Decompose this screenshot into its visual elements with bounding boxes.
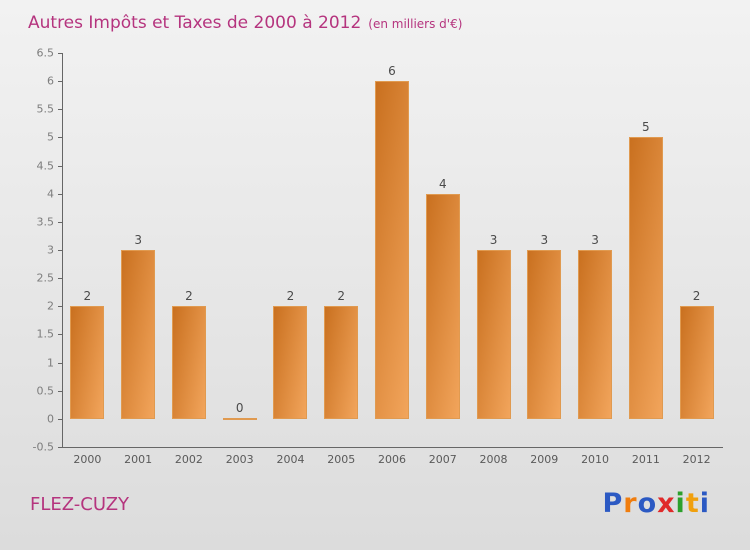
bar-2006 [375,81,409,419]
bar-2003 [222,417,257,420]
bar-value-label: 2 [83,289,92,304]
y-axis-line [62,53,63,447]
bar-2008 [476,250,511,419]
y-tick-label: 1 [47,356,54,370]
y-tick-label: 2 [47,299,54,313]
bar-value-label: 3 [540,233,549,247]
logo-letter: r [623,488,638,519]
bar-value-label: 4 [438,176,447,191]
y-tick-label: 3 [47,243,54,257]
bar-2010 [578,250,613,419]
commune-name: FLEZ-CUZY [30,494,130,515]
x-tick-label: 2000 [73,453,102,466]
y-tick-label: 5 [47,130,54,144]
chart-title-row: Autres Impôts et Taxes de 2000 à 2012 (en… [28,13,462,33]
logo-letter: t [685,488,700,519]
bar-2004 [273,306,308,419]
y-tick-mark [58,193,62,195]
y-tick-mark [58,306,62,308]
y-tick-mark [58,81,62,83]
y-tick-mark [58,250,62,251]
y-tick-mark [58,447,62,448]
x-tick-label: 2011 [631,453,660,466]
y-tick-mark [58,334,62,336]
bar-value-label: 2 [337,289,346,304]
y-tick-label: 0 [47,412,54,426]
x-tick-label: 2008 [479,453,508,466]
bar-2012 [679,306,714,419]
bar-2001 [121,250,156,419]
bar-2009 [527,250,562,419]
chart-subtitle: (en milliers d'€) [368,17,463,31]
bar-value-label: 3 [591,233,599,247]
y-tick-mark [58,418,62,420]
bar-2000 [70,306,105,419]
y-tick-label: 5.5 [36,102,55,116]
bar-value-label: 2 [286,289,295,304]
x-tick-label: 2012 [682,453,711,466]
x-tick-label: 2007 [428,453,457,466]
y-tick-label: 0.5 [36,384,55,398]
bar-value-label: 2 [185,289,193,304]
x-tick-label: 2010 [581,453,610,466]
x-tick-label: 2001 [124,453,153,466]
y-tick-label: 6 [47,74,54,88]
bar-2002 [171,306,206,419]
y-tick-mark [58,53,62,54]
bar-value-label: 2 [692,289,701,304]
bar-value-label: 3 [489,233,498,247]
x-tick-label: 2002 [174,453,203,466]
chart-title: Autres Impôts et Taxes de 2000 à 2012 [28,13,362,33]
x-tick-label: 2003 [225,453,254,466]
bar-value-label: 6 [388,64,396,79]
y-tick-label: 1.5 [36,327,55,341]
y-tick-label: 4.5 [36,159,55,173]
y-tick-label: 4 [47,187,54,201]
bar-2005 [324,306,359,419]
y-tick-label: 3.5 [36,215,55,229]
logo-letter: P [602,488,624,519]
logo-letter: x [657,488,676,519]
y-tick-mark [58,109,62,111]
bar-value-label: 0 [235,400,244,415]
y-tick-mark [58,362,62,364]
x-axis-line [62,447,723,448]
bar-2007 [425,193,460,419]
bar-value-label: 3 [134,233,142,247]
logo-letter: i [675,488,686,519]
y-tick-mark [58,165,62,167]
bar-value-label: 5 [642,120,650,135]
proxiti-logo: Proxiti [602,488,710,519]
x-tick-label: 2006 [378,453,406,466]
y-tick-mark [58,137,62,139]
y-tick-label: 2.5 [36,271,55,285]
y-tick-label: -0.5 [32,440,54,454]
x-tick-label: 2004 [276,453,305,466]
y-tick-mark [58,390,62,392]
y-tick-label: 6.5 [36,46,55,60]
logo-letter: i [699,488,710,519]
bar-2011 [628,137,663,419]
x-tick-label: 2005 [327,453,356,466]
y-tick-mark [58,278,62,280]
y-tick-mark [58,221,62,223]
x-tick-label: 2009 [530,453,559,466]
logo-letter: o [637,488,658,519]
